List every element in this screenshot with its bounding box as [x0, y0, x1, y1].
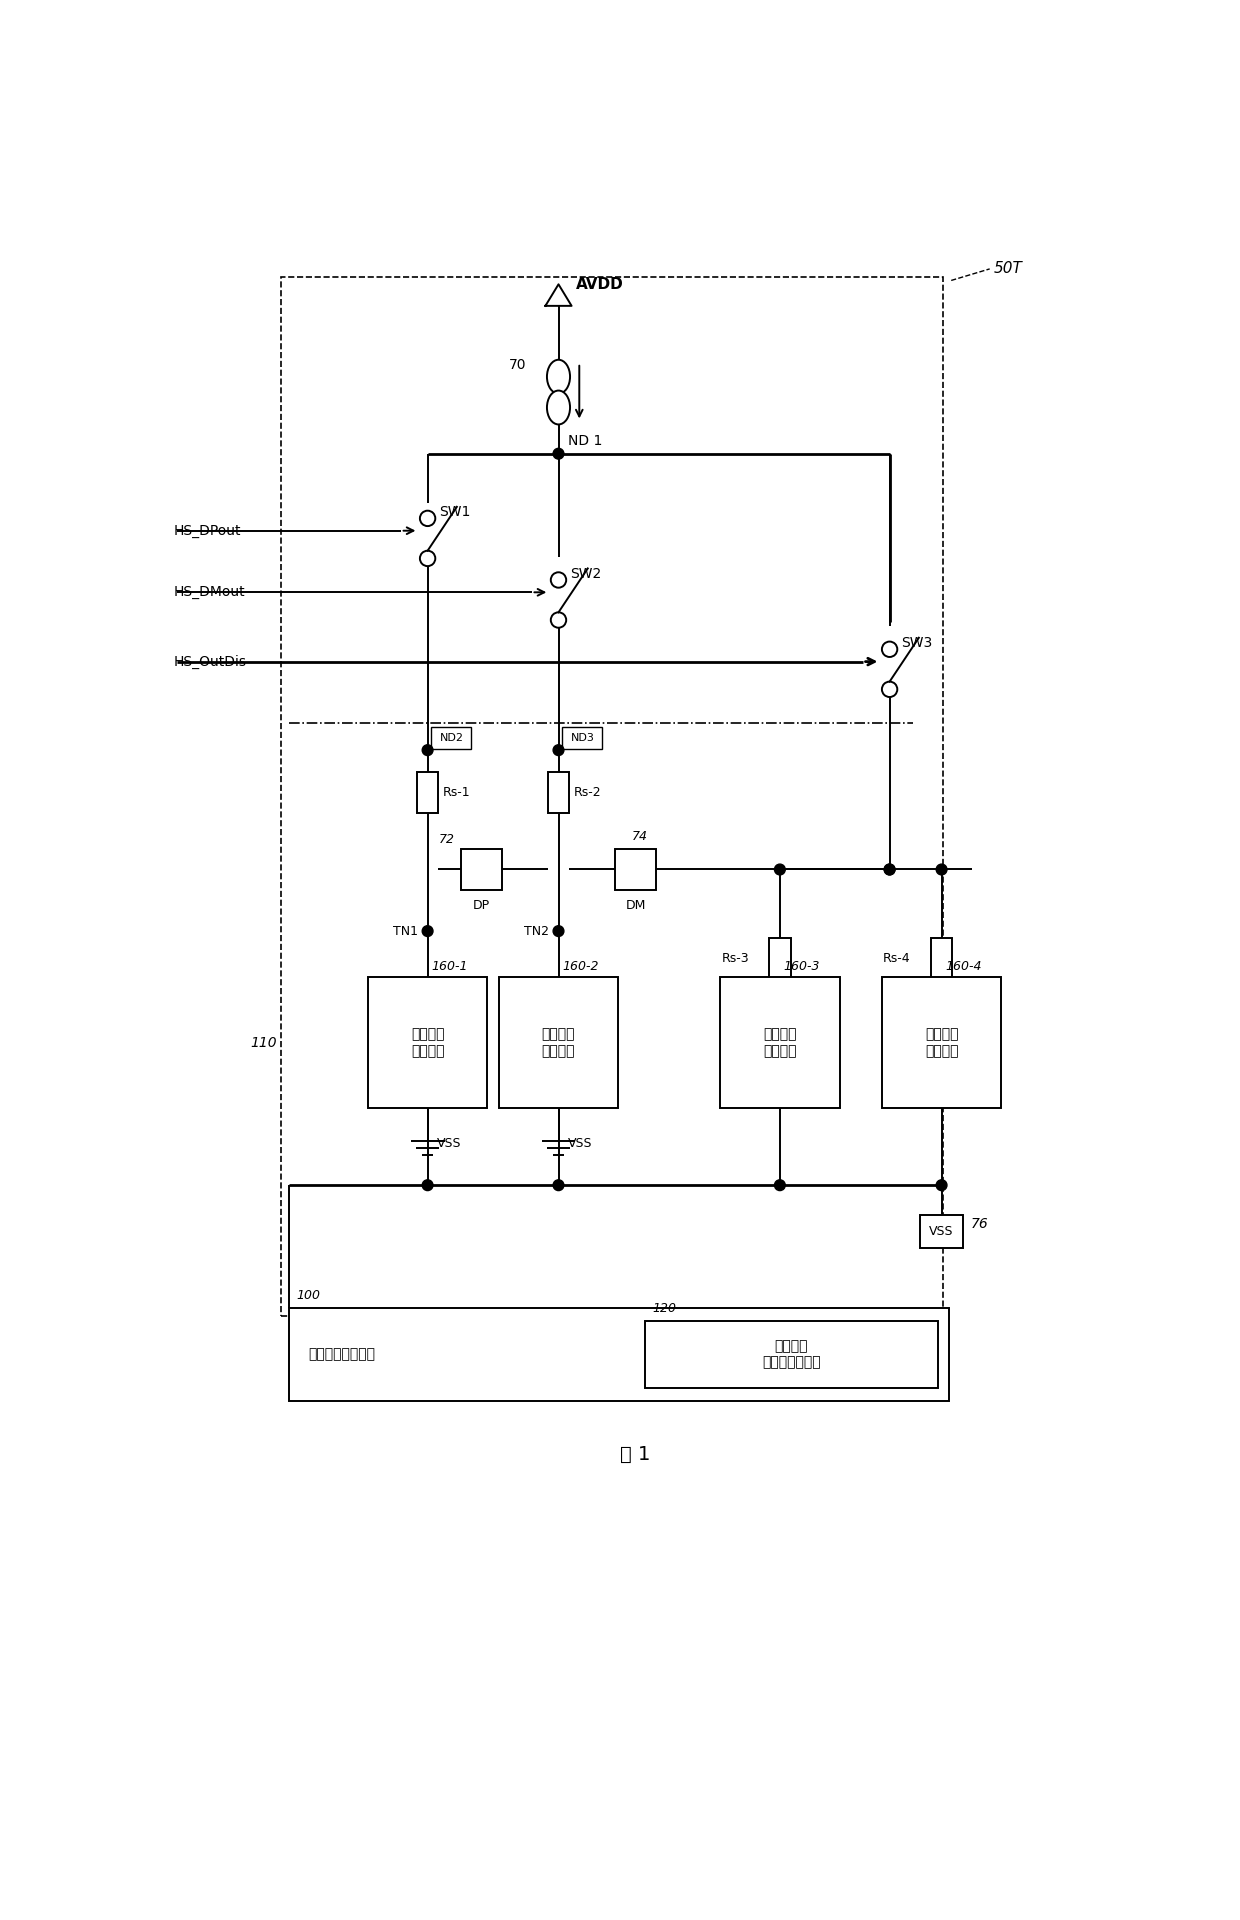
Text: 70: 70 — [508, 359, 526, 372]
Text: AVDD: AVDD — [575, 276, 624, 292]
Text: 终端电阔
设置信息寄存器: 终端电阔 设置信息寄存器 — [763, 1340, 821, 1369]
Text: TN2: TN2 — [525, 925, 549, 937]
Bar — [563, 728, 603, 749]
Circle shape — [936, 1179, 947, 1190]
Bar — [498, 977, 619, 1108]
Text: 72: 72 — [439, 833, 455, 847]
Circle shape — [553, 1179, 564, 1190]
Bar — [920, 1215, 962, 1248]
Text: 74: 74 — [631, 829, 647, 843]
Circle shape — [775, 1179, 785, 1190]
Text: VSS: VSS — [436, 1137, 461, 1150]
Bar — [615, 849, 656, 889]
Circle shape — [420, 511, 435, 526]
Text: 160-2: 160-2 — [563, 960, 599, 973]
Circle shape — [882, 641, 898, 657]
Circle shape — [884, 864, 895, 876]
Text: SW1: SW1 — [439, 505, 470, 518]
Ellipse shape — [547, 359, 570, 394]
Circle shape — [551, 612, 567, 628]
Bar — [368, 977, 487, 1108]
Bar — [882, 977, 1001, 1108]
Bar — [931, 939, 952, 977]
Text: DM: DM — [625, 899, 646, 912]
Text: TN1: TN1 — [393, 925, 418, 937]
Text: 图 1: 图 1 — [620, 1446, 651, 1465]
Text: DP: DP — [472, 899, 490, 912]
Text: HS_DMout: HS_DMout — [174, 586, 246, 599]
Bar — [289, 1308, 950, 1402]
Circle shape — [553, 447, 564, 459]
Circle shape — [553, 925, 564, 937]
Text: 110: 110 — [250, 1035, 278, 1050]
Text: SW3: SW3 — [901, 636, 932, 651]
Text: HS_OutDis: HS_OutDis — [174, 655, 247, 668]
Text: Rs-2: Rs-2 — [574, 785, 601, 799]
Circle shape — [775, 864, 785, 876]
Circle shape — [422, 1179, 433, 1190]
Text: 120: 120 — [652, 1302, 677, 1315]
Ellipse shape — [547, 390, 570, 424]
Bar — [769, 939, 791, 977]
Text: 第四终端
电阔电路: 第四终端 电阔电路 — [925, 1027, 959, 1058]
Bar — [281, 276, 944, 1315]
Text: ND 1: ND 1 — [568, 434, 603, 447]
Text: ND3: ND3 — [570, 733, 594, 743]
Circle shape — [420, 551, 435, 566]
Text: VSS: VSS — [568, 1137, 593, 1150]
Text: VSS: VSS — [929, 1225, 954, 1238]
Text: 160-4: 160-4 — [945, 960, 982, 973]
Text: 终端电阔控制电路: 终端电阔控制电路 — [309, 1348, 376, 1361]
Bar — [432, 728, 471, 749]
Bar — [461, 849, 501, 889]
Bar — [548, 772, 569, 812]
Text: ND2: ND2 — [439, 733, 464, 743]
Text: 第二终端
电阔电路: 第二终端 电阔电路 — [542, 1027, 575, 1058]
Text: 76: 76 — [971, 1217, 988, 1231]
Bar — [645, 1321, 937, 1388]
Text: 160-1: 160-1 — [432, 960, 467, 973]
Text: 100: 100 — [296, 1288, 321, 1302]
Text: 50T: 50T — [993, 261, 1023, 276]
Text: SW2: SW2 — [570, 566, 601, 580]
Text: 160-3: 160-3 — [784, 960, 820, 973]
Circle shape — [551, 572, 567, 588]
Text: 第三终端
电阔电路: 第三终端 电阔电路 — [763, 1027, 796, 1058]
Bar — [417, 772, 439, 812]
Circle shape — [884, 864, 895, 876]
Text: Rs-4: Rs-4 — [883, 952, 910, 964]
Circle shape — [422, 925, 433, 937]
Circle shape — [553, 745, 564, 756]
Circle shape — [936, 864, 947, 876]
Circle shape — [882, 682, 898, 697]
Text: Rs-3: Rs-3 — [722, 952, 749, 964]
Text: 第一终端
电阔电路: 第一终端 电阔电路 — [410, 1027, 444, 1058]
Circle shape — [422, 745, 433, 756]
Text: HS_DPout: HS_DPout — [174, 524, 241, 538]
Text: Rs-1: Rs-1 — [443, 785, 471, 799]
Bar — [720, 977, 839, 1108]
